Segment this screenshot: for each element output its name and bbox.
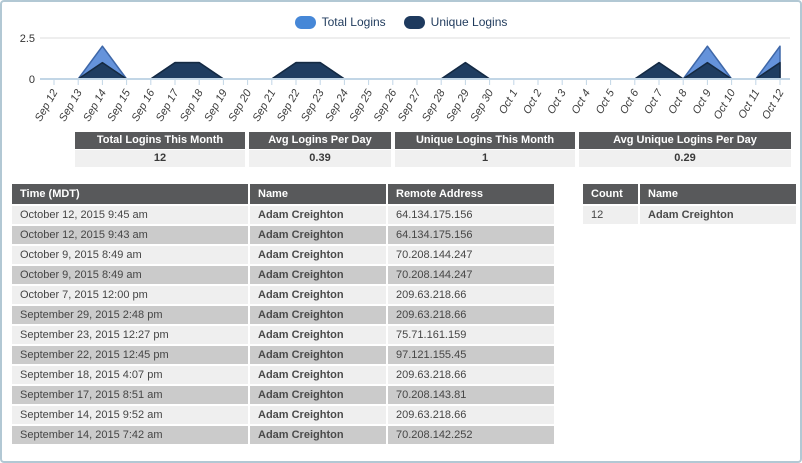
table-cell: 70.208.143.81 (388, 386, 554, 404)
stat-label: Avg Logins Per Day (249, 132, 391, 149)
stat-value: 0.29 (579, 150, 791, 167)
table-cell: Adam Creighton (250, 266, 386, 284)
x-tick-label: Sep 30 (468, 87, 496, 124)
column-header: Count (583, 184, 638, 204)
legend-item-unique-logins[interactable]: Unique Logins (403, 15, 508, 29)
table-cell: 64.134.175.156 (388, 206, 554, 224)
column-header: Remote Address (388, 184, 554, 204)
table-row: October 12, 2015 9:45 am Adam Creighton 64… (12, 206, 554, 224)
column-header: Name (640, 184, 796, 204)
stat-value: 0.39 (249, 150, 391, 167)
stat-label: Total Logins This Month (75, 132, 245, 149)
table-cell: 209.63.218.66 (388, 306, 554, 324)
table-cell: September 14, 2015 9:52 am (12, 406, 248, 424)
table-row: September 14, 2015 9:52 am Adam Creighton… (12, 406, 554, 424)
table-row: September 18, 2015 4:07 pm Adam Creighton… (12, 366, 554, 384)
table-cell: September 23, 2015 12:27 pm (12, 326, 248, 344)
table-cell: October 9, 2015 8:49 am (12, 246, 248, 264)
table-cell: Adam Creighton (250, 366, 386, 384)
table-cell: September 22, 2015 12:45 pm (12, 346, 248, 364)
unique-logins-swatch-icon (403, 15, 425, 29)
unique-logins-area (53, 61, 781, 80)
table-cell: September 29, 2015 2:48 pm (12, 306, 248, 324)
x-tick-label: Oct 2 (521, 88, 545, 117)
table-row: September 14, 2015 7:42 am Adam Creighton… (12, 426, 554, 444)
stat-unique-logins: Unique Logins This Month 1 (395, 132, 575, 167)
total-logins-swatch-icon (294, 15, 316, 29)
x-tick-label: Oct 3 (545, 87, 569, 117)
table-cell: September 17, 2015 8:51 am (12, 386, 248, 404)
table-cell: 70.208.142.252 (388, 426, 554, 444)
table-cell: October 12, 2015 9:45 am (12, 206, 248, 224)
x-tick-label: Oct 10 (712, 87, 739, 122)
column-header: Name (250, 184, 386, 204)
chart-legend: Total Logins Unique Logins (2, 2, 800, 30)
table-row: September 22, 2015 12:45 pm Adam Creighto… (12, 346, 554, 364)
stats-row: Total Logins This Month 12 Avg Logins Pe… (75, 132, 800, 167)
x-tick-label: Oct 6 (618, 87, 642, 117)
table-cell: Adam Creighton (250, 206, 386, 224)
table-cell: Adam Creighton (250, 246, 386, 264)
legend-item-total-logins[interactable]: Total Logins (294, 15, 386, 29)
x-tick-label: Oct 4 (569, 88, 593, 117)
table-cell: Adam Creighton (250, 386, 386, 404)
table-cell: Adam Creighton (250, 226, 386, 244)
stat-value: 1 (395, 150, 575, 167)
legend-label: Unique Logins (430, 15, 508, 29)
login-history-table: Time (MDT) Name Remote Address October 12,… (10, 182, 556, 446)
table-cell: September 14, 2015 7:42 am (12, 426, 248, 444)
y-tick-label: 2.5 (20, 33, 35, 45)
table-cell: October 9, 2015 8:49 am (12, 266, 248, 284)
stat-avg-unique-logins: Avg Unique Logins Per Day 0.29 (579, 132, 791, 167)
stat-value: 12 (75, 150, 245, 167)
table-cell: 97.121.155.45 (388, 346, 554, 364)
x-tick-label: Oct 11 (736, 88, 762, 121)
stat-total-logins: Total Logins This Month 12 (75, 132, 245, 167)
table-cell: Adam Creighton (250, 306, 386, 324)
table-cell: September 18, 2015 4:07 pm (12, 366, 248, 384)
table-cell: Adam Creighton (250, 406, 386, 424)
x-tick-label: Oct 9 (690, 88, 714, 117)
table-row: October 12, 2015 9:43 am Adam Creighton 64… (12, 226, 554, 244)
stat-label: Unique Logins This Month (395, 132, 575, 149)
table-cell: Adam Creighton (250, 426, 386, 444)
table-row: September 23, 2015 12:27 pm Adam Creighto… (12, 326, 554, 344)
table-cell: Adam Creighton (250, 346, 386, 364)
table-cell: 64.134.175.156 (388, 226, 554, 244)
table-cell: Adam Creighton (250, 286, 386, 304)
table-cell: 75.71.161.159 (388, 326, 554, 344)
y-tick-label: 0 (29, 74, 35, 86)
table-row: October 7, 2015 12:00 pm Adam Creighton 20… (12, 286, 554, 304)
table-cell: 70.208.144.247 (388, 246, 554, 264)
table-cell: Adam Creighton (640, 206, 796, 224)
table-cell: 70.208.144.247 (388, 266, 554, 284)
table-header-row: Time (MDT) Name Remote Address (12, 184, 554, 204)
x-tick-label: Oct 7 (642, 87, 666, 117)
x-tick-label: Oct 1 (497, 88, 521, 117)
legend-label: Total Logins (321, 15, 386, 29)
table-cell: 209.63.218.66 (388, 286, 554, 304)
table-cell: 209.63.218.66 (388, 366, 554, 384)
table-row: September 17, 2015 8:51 am Adam Creighton… (12, 386, 554, 404)
stat-avg-logins: Avg Logins Per Day 0.39 (249, 132, 391, 167)
tables-section: Time (MDT) Name Remote Address October 12,… (10, 182, 800, 446)
x-tick-label: Oct 8 (666, 87, 690, 117)
table-cell: 209.63.218.66 (388, 406, 554, 424)
table-header-row: Count Name (583, 184, 796, 204)
stat-label: Avg Unique Logins Per Day (579, 132, 791, 149)
login-count-table: Count Name 12 Adam Creighton (581, 182, 798, 226)
table-cell: 12 (583, 206, 638, 224)
x-tick-label: Oct 12 (760, 88, 787, 122)
table-cell: Adam Creighton (250, 326, 386, 344)
table-cell: October 7, 2015 12:00 pm (12, 286, 248, 304)
table-row: September 29, 2015 2:48 pm Adam Creighton… (12, 306, 554, 324)
table-row: October 9, 2015 8:49 am Adam Creighton 70.… (12, 266, 554, 284)
column-header: Time (MDT) (12, 184, 248, 204)
x-tick-label: Oct 5 (594, 87, 618, 117)
table-row: October 9, 2015 8:49 am Adam Creighton 70.… (12, 246, 554, 264)
table-row: 12 Adam Creighton (583, 206, 796, 224)
table-cell: October 12, 2015 9:43 am (12, 226, 248, 244)
